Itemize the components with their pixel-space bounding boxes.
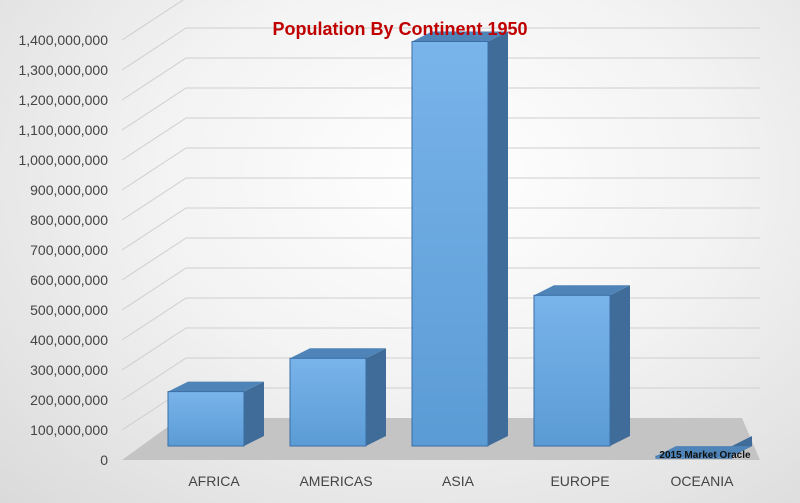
gridline xyxy=(121,57,760,101)
y-tick-label: 800,000,000 xyxy=(30,212,108,228)
y-tick-label: 500,000,000 xyxy=(30,302,108,318)
bar-top xyxy=(412,31,508,42)
y-tick-label: 0 xyxy=(100,452,108,468)
y-tick-label: 400,000,000 xyxy=(30,332,108,348)
bar-americas xyxy=(289,348,386,447)
y-tick-label: 700,000,000 xyxy=(30,242,108,258)
bar-front xyxy=(533,294,611,447)
gridline xyxy=(121,0,184,41)
bar-top xyxy=(534,285,630,296)
bar-side xyxy=(488,31,508,446)
bar-top xyxy=(290,348,386,359)
watermark: 2015 Market Oracle xyxy=(659,450,751,461)
y-tick-label: 200,000,000 xyxy=(30,392,108,408)
chart-title: Population By Continent 1950 xyxy=(272,19,527,39)
gridline xyxy=(121,87,760,131)
bar-top xyxy=(168,381,264,392)
y-tick-label: 300,000,000 xyxy=(30,362,108,378)
bar-side xyxy=(366,348,386,446)
y-tick-label: 1,300,000,000 xyxy=(18,62,108,78)
bar-front xyxy=(411,41,489,447)
gridline xyxy=(121,267,760,311)
y-tick-label: 100,000,000 xyxy=(30,422,108,438)
bar-front xyxy=(167,391,245,447)
bar-front xyxy=(655,455,733,459)
y-tick-label: 600,000,000 xyxy=(30,272,108,288)
y-tick-label: 1,200,000,000 xyxy=(18,92,108,108)
x-tick-label: ASIA xyxy=(442,473,475,489)
x-tick-label: EUROPE xyxy=(550,473,609,489)
bar-front xyxy=(289,357,367,447)
bar-africa xyxy=(167,381,264,447)
bar-side xyxy=(610,285,630,446)
x-tick-label: AMERICAS xyxy=(299,473,372,489)
bar-top xyxy=(656,446,752,457)
y-axis-ticks: 0 100,000,000 200,000,000 300,000,000 400,00… xyxy=(18,32,108,468)
x-tick-label: AFRICA xyxy=(188,473,240,489)
x-tick-label: OCEANIA xyxy=(670,473,734,489)
gridline xyxy=(121,117,760,161)
gridline xyxy=(121,177,760,221)
gridline xyxy=(121,27,760,71)
bar-oceania xyxy=(655,436,752,459)
y-tick-label: 1,000,000,000 xyxy=(18,152,108,168)
bar-europe xyxy=(533,285,630,447)
y-tick-label: 900,000,000 xyxy=(30,182,108,198)
x-axis-labels: AFRICA AMERICAS ASIA EUROPE OCEANIA xyxy=(188,473,734,489)
bars xyxy=(167,31,752,459)
bar-side xyxy=(244,381,264,446)
y-tick-label: 1,100,000,000 xyxy=(18,122,108,138)
gridline xyxy=(121,237,760,281)
gridline xyxy=(121,147,760,191)
y-tick-label: 1,400,000,000 xyxy=(18,32,108,48)
bar-asia xyxy=(411,31,508,447)
gridline xyxy=(121,207,760,251)
